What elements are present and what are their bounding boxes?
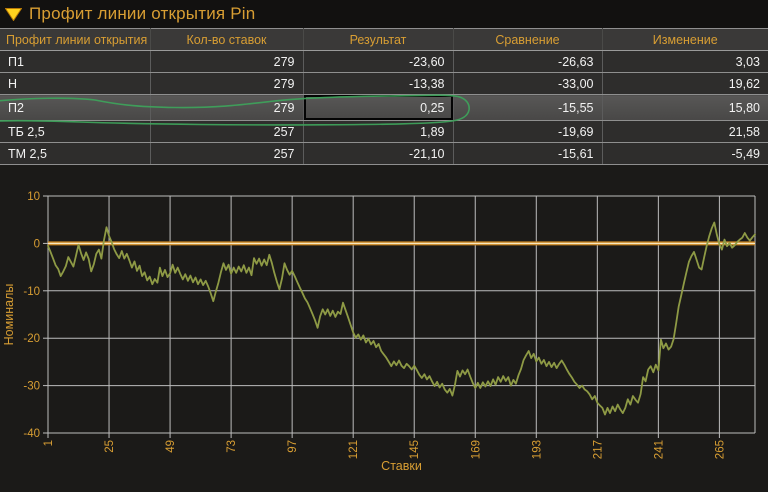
- compare-cell[interactable]: -15,55: [453, 94, 603, 121]
- bets-cell[interactable]: 257: [150, 120, 304, 143]
- outcome-cell[interactable]: ТМ 2,5: [0, 142, 151, 165]
- outcome-cell[interactable]: Н: [0, 72, 151, 95]
- column-header-change[interactable]: Изменение: [602, 28, 768, 51]
- profit-table: Профит линии открытия Кол-во ставок Резу…: [0, 28, 768, 165]
- table-row[interactable]: Н 279 -13,38 -33,00 19,62: [0, 72, 768, 95]
- y-tick-label: -40: [23, 428, 40, 440]
- profit-chart-area: 10 0 -10 -20 -30 -40 1 25 49 73 97 121 145 169 193 217 2…: [0, 190, 768, 487]
- x-tick-label: 145: [409, 440, 421, 459]
- y-tick-label: 0: [34, 238, 40, 250]
- x-tick-label: 169: [470, 440, 482, 459]
- change-cell[interactable]: -5,49: [602, 142, 768, 165]
- change-cell[interactable]: 15,80: [602, 94, 768, 121]
- y-tick-label: 10: [27, 191, 40, 203]
- collapse-triangle-icon[interactable]: [5, 7, 22, 21]
- x-tick-label: 193: [531, 440, 543, 459]
- profit-series-line: [47, 221, 756, 416]
- column-header-result[interactable]: Результат: [303, 28, 454, 51]
- table-row[interactable]: П2 279 0,25 -15,55 15,80: [0, 94, 768, 121]
- bets-cell[interactable]: 279: [150, 72, 304, 95]
- compare-cell[interactable]: -15,61: [453, 142, 603, 165]
- bets-cell[interactable]: 279: [150, 94, 304, 121]
- y-tick-label: -30: [23, 381, 40, 393]
- column-header-bets[interactable]: Кол-во ставок: [150, 28, 304, 51]
- x-tick-label: 217: [592, 440, 604, 459]
- bets-cell[interactable]: 279: [150, 50, 304, 73]
- table-row[interactable]: П1 279 -23,60 -26,63 3,03: [0, 50, 768, 73]
- outcome-cell[interactable]: П2: [0, 94, 151, 121]
- change-cell[interactable]: 19,62: [602, 72, 768, 95]
- result-cell[interactable]: 0,25: [303, 94, 454, 121]
- y-axis-title: Номиналы: [2, 284, 16, 346]
- profit-table-body: П1 279 -23,60 -26,63 3,03 Н 279 -13,38 -33,00 19,…: [0, 50, 768, 165]
- table-header-row: Профит линии открытия Кол-во ставок Резу…: [0, 28, 768, 51]
- x-tick-label: 1: [43, 440, 55, 446]
- result-cell[interactable]: -23,60: [303, 50, 454, 73]
- compare-cell[interactable]: -26,63: [453, 50, 603, 73]
- x-tick-label: 241: [653, 440, 665, 459]
- bets-cell[interactable]: 257: [150, 142, 304, 165]
- outcome-cell[interactable]: П1: [0, 50, 151, 73]
- table-row[interactable]: ТБ 2,5 257 1,89 -19,69 21,58: [0, 120, 768, 143]
- table-row[interactable]: ТМ 2,5 257 -21,10 -15,61 -5,49: [0, 142, 768, 165]
- x-tick-label: 97: [287, 440, 299, 453]
- y-tick-label: -20: [23, 333, 40, 345]
- column-header-outcome[interactable]: Профит линии открытия: [0, 28, 151, 51]
- compare-cell[interactable]: -33,00: [453, 72, 603, 95]
- x-axis-title: Ставки: [381, 459, 422, 473]
- x-tick-label: 73: [226, 440, 238, 453]
- y-tick-label: -10: [23, 286, 40, 298]
- compare-cell[interactable]: -19,69: [453, 120, 603, 143]
- profit-chart: 10 0 -10 -20 -30 -401 25 49 73 97 121 145 169 193 217 2…: [2, 191, 756, 473]
- result-cell[interactable]: -21,10: [303, 142, 454, 165]
- outcome-cell[interactable]: ТБ 2,5: [0, 120, 151, 143]
- panel-titlebar: Профит линии открытия Pin: [0, 0, 768, 28]
- x-tick-label: 25: [104, 440, 116, 453]
- panel-title: Профит линии открытия Pin: [29, 4, 256, 23]
- result-cell[interactable]: 1,89: [303, 120, 454, 143]
- column-header-compare[interactable]: Сравнение: [453, 28, 603, 51]
- change-cell[interactable]: 3,03: [602, 50, 768, 73]
- change-cell[interactable]: 21,58: [602, 120, 768, 143]
- x-tick-label: 121: [348, 440, 360, 459]
- x-tick-label: 49: [165, 440, 177, 453]
- x-tick-label: 265: [714, 440, 726, 459]
- result-cell[interactable]: -13,38: [303, 72, 454, 95]
